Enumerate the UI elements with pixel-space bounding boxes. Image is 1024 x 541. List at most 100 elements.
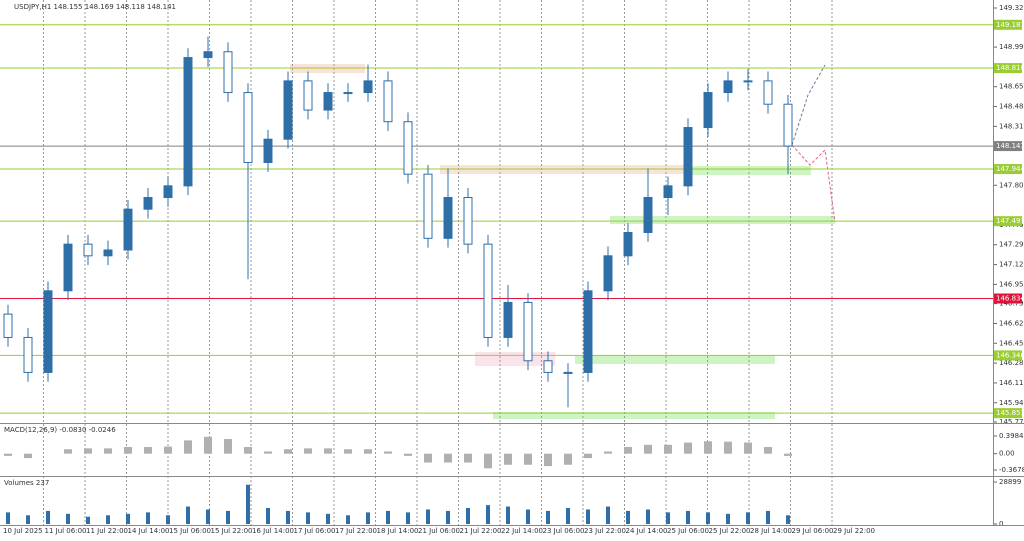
level-label: 148.810 <box>996 64 1024 72</box>
level-label: 148.141 <box>996 142 1024 150</box>
macd-bar <box>704 441 712 454</box>
y-tick-label: 148.650 <box>999 83 1024 91</box>
macd-bar <box>404 453 412 456</box>
candle-body <box>583 290 593 373</box>
y-tick-label: 148.480 <box>999 103 1024 111</box>
macd-bar <box>644 444 652 454</box>
x-tick-label: 17 Jul 06:00 <box>294 527 336 535</box>
candle-body <box>423 173 433 239</box>
candle-body <box>443 197 453 239</box>
candle-body <box>103 249 113 257</box>
volume-bar <box>586 509 590 524</box>
volume-label: Volumes 237 <box>4 479 49 487</box>
macd-bar <box>784 453 792 456</box>
volume-bar <box>386 510 390 524</box>
macd-bar <box>84 448 92 454</box>
candle-body <box>663 185 673 199</box>
volume-bar <box>266 508 270 524</box>
x-tick-label: 17 Jul 22:00 <box>335 527 377 535</box>
volume-bar <box>366 512 370 524</box>
volume-bar <box>306 512 310 524</box>
volume-bar <box>6 512 10 524</box>
volume-bar <box>406 512 410 524</box>
candle-body <box>783 103 793 147</box>
level-label: 149.181 <box>996 21 1024 29</box>
candle-body <box>263 138 273 164</box>
candle-body <box>383 80 393 123</box>
level-label: 145.851 <box>996 409 1024 417</box>
x-tick-label: 10 Jul 2025 <box>3 527 43 535</box>
volume-bar <box>526 509 530 524</box>
y-tick-label: 0.3984 <box>999 432 1024 440</box>
candle-body <box>203 51 213 59</box>
x-tick-label: 11 Jul 22:00 <box>86 527 128 535</box>
macd-bar <box>624 447 632 454</box>
y-tick-label: 145.940 <box>999 399 1024 407</box>
macd-bar <box>24 453 32 459</box>
macd-bar <box>184 440 192 454</box>
zone <box>686 166 811 175</box>
candle-body <box>723 80 733 94</box>
candle-body <box>23 336 33 373</box>
level-label: 147.944 <box>996 165 1024 173</box>
volume-bar <box>206 509 210 524</box>
x-tick-label: 15 Jul 22:00 <box>211 527 253 535</box>
level-label: 146.346 <box>996 351 1024 359</box>
y-tick-label: 0.00 <box>999 450 1015 458</box>
macd-bar <box>504 453 512 465</box>
volume-bar <box>346 515 350 524</box>
level-tag <box>994 350 1022 361</box>
candle-body <box>223 51 233 94</box>
macd-bar <box>484 453 492 469</box>
volume-bar <box>186 506 190 524</box>
zone <box>493 412 775 419</box>
volume-bar <box>506 506 510 524</box>
candle-body <box>563 371 573 374</box>
candle-body <box>283 80 293 140</box>
volume-bar <box>606 506 610 524</box>
macd-bar <box>584 453 592 459</box>
candle-body <box>683 127 693 187</box>
macd-bar <box>384 451 392 454</box>
x-tick-label: 18 Jul 14:00 <box>377 527 419 535</box>
macd-bar <box>344 449 352 454</box>
candle-body <box>143 197 153 210</box>
candle-body <box>703 92 713 129</box>
macd-label: MACD(12,26,9) -0.0830 -0.0246 <box>4 426 116 434</box>
y-tick-label: 0 <box>999 520 1003 528</box>
forecast <box>791 144 836 223</box>
candle-body <box>463 197 473 245</box>
y-tick-label: 149.325 <box>999 4 1024 12</box>
y-tick-label: 145.775 <box>999 418 1024 426</box>
candle-body <box>183 57 193 187</box>
y-tick-label: 146.110 <box>999 379 1024 387</box>
volume-bar <box>766 510 770 524</box>
x-tick-label: 29 Jul 06:00 <box>792 527 834 535</box>
level-label: 147.497 <box>996 217 1024 225</box>
macd-bar <box>224 439 232 454</box>
macd-bar <box>324 448 332 454</box>
volume-bar <box>66 513 70 524</box>
candle-body <box>743 80 753 83</box>
candle-body <box>323 92 333 111</box>
candle-body <box>43 290 53 373</box>
x-tick-label: 25 Jul 06:00 <box>667 527 709 535</box>
x-tick-label: 29 Jul 22:00 <box>833 527 875 535</box>
macd-bar <box>204 436 212 454</box>
macd-bar <box>564 453 572 465</box>
candle-body <box>63 243 73 292</box>
macd-bar <box>164 446 172 454</box>
macd-bar <box>4 453 12 456</box>
candle-body <box>643 197 653 233</box>
volume-bar <box>146 512 150 524</box>
candle-body <box>603 255 613 292</box>
volume-bar <box>106 515 110 524</box>
candle-body <box>243 92 253 164</box>
candle-body <box>503 301 513 338</box>
x-tick-label: 16 Jul 14:00 <box>252 527 294 535</box>
y-tick-label: 148.990 <box>999 43 1024 51</box>
macd-bar <box>284 449 292 454</box>
macd-bar <box>124 447 132 454</box>
